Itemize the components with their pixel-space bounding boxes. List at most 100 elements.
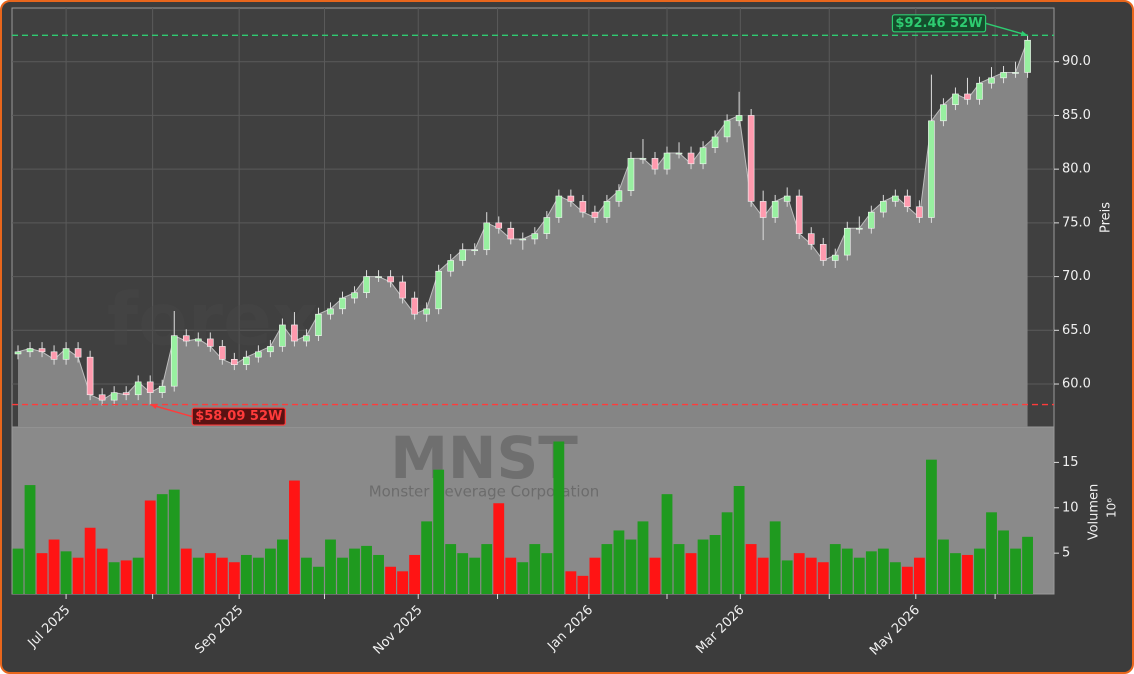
candle-body	[904, 195, 911, 208]
candle-body	[543, 217, 551, 234]
volume-bar	[252, 557, 264, 594]
candle-body	[110, 392, 118, 401]
volume-bar	[721, 512, 733, 594]
candle-body	[868, 211, 875, 229]
volume-bar	[469, 557, 481, 594]
candle-body	[747, 115, 755, 202]
volume-bar	[817, 562, 829, 594]
y-axis-label: Volumen	[1087, 484, 1102, 541]
annotation: $58.09 52W	[150, 403, 286, 426]
y-tick-label: 85.0	[1062, 108, 1091, 123]
candle-body	[783, 195, 791, 202]
volume-bar	[216, 557, 228, 594]
candle-body	[964, 93, 971, 100]
annotation-arrowhead	[150, 403, 158, 409]
y-tick-label: 5	[1062, 546, 1070, 561]
candle-body	[1000, 72, 1007, 79]
y-axis-label: Preis	[1099, 202, 1114, 233]
volume-bar	[325, 539, 336, 594]
volume-bar	[649, 557, 661, 594]
volume-bar	[36, 553, 48, 594]
volume-bar	[805, 557, 817, 594]
candle-body	[952, 93, 959, 105]
volume-bar	[361, 545, 372, 594]
volume-bar	[24, 485, 36, 594]
volume-bar	[277, 539, 288, 594]
candle-body	[651, 158, 659, 170]
volume-bar	[96, 548, 108, 594]
candle-body	[447, 260, 454, 272]
candle-body	[603, 201, 611, 218]
volume-bar	[697, 539, 709, 594]
candle-body	[735, 115, 743, 122]
volume-bar	[493, 503, 505, 594]
volume-bar	[745, 544, 757, 594]
candle-body	[807, 233, 815, 245]
volume-bar	[625, 539, 637, 594]
volume-bar	[84, 527, 96, 594]
volume-bar	[517, 562, 529, 594]
volume-bar	[349, 548, 360, 594]
volume-bar	[938, 539, 949, 594]
candle-body	[255, 351, 262, 358]
volume-bar	[553, 441, 565, 594]
candle-body	[928, 120, 935, 218]
annotation: $92.46 52W	[891, 14, 1028, 37]
watermark-company: Monster Beverage Corporation	[369, 483, 600, 501]
candle-body	[627, 158, 635, 191]
candle-body	[363, 276, 370, 294]
volume-bar	[48, 539, 60, 594]
volume-bar	[180, 548, 192, 594]
candle-body	[940, 104, 947, 122]
y-tick-label: 60.0	[1062, 377, 1091, 392]
volume-bar	[264, 548, 276, 594]
volume-bar	[168, 489, 180, 594]
candle-body	[819, 244, 827, 261]
watermark-symbol: MNST	[390, 424, 578, 492]
annotation-arrow	[150, 403, 193, 418]
candle-body	[675, 152, 683, 155]
volume-bar	[156, 494, 168, 594]
volume-bar	[12, 548, 24, 594]
volume-bar	[913, 557, 925, 594]
volume-bar	[301, 557, 312, 594]
volume-bar	[865, 551, 877, 594]
volume-bar	[769, 521, 781, 594]
candle-body	[194, 338, 202, 342]
candle-body	[795, 195, 803, 234]
candle-body	[423, 308, 430, 315]
candle-body	[507, 227, 515, 240]
candle-body	[231, 359, 238, 365]
volume-bar	[998, 530, 1009, 594]
candle-body	[146, 381, 154, 393]
volume-bar	[709, 535, 721, 594]
volume-bar	[60, 551, 72, 594]
volume-bar	[144, 500, 156, 594]
volume-bar	[313, 566, 324, 594]
volume-bar	[457, 553, 469, 594]
candle-body	[711, 136, 719, 148]
candle-body	[976, 82, 983, 100]
candle-body	[26, 348, 34, 353]
candle-body	[399, 281, 406, 299]
volume-bar	[974, 548, 985, 594]
volume-bar	[889, 562, 901, 594]
candle-body	[591, 211, 599, 218]
volume-bar	[289, 480, 300, 594]
candle-body	[435, 270, 442, 310]
candle-body	[122, 392, 130, 396]
candle-body	[279, 324, 286, 347]
candle-body	[471, 249, 479, 252]
candle-body	[351, 292, 358, 299]
candle-body	[38, 348, 46, 353]
candle-body	[327, 308, 334, 315]
volume-bar	[421, 521, 433, 594]
volume-bar	[385, 566, 396, 594]
y-tick-label: 80.0	[1062, 162, 1091, 177]
candle-body	[988, 77, 995, 84]
volume-bar	[601, 544, 613, 594]
volume-bar	[685, 553, 697, 594]
candle-body	[62, 348, 70, 360]
y-tick-label: 65.0	[1062, 323, 1091, 338]
candle-body	[134, 381, 142, 396]
